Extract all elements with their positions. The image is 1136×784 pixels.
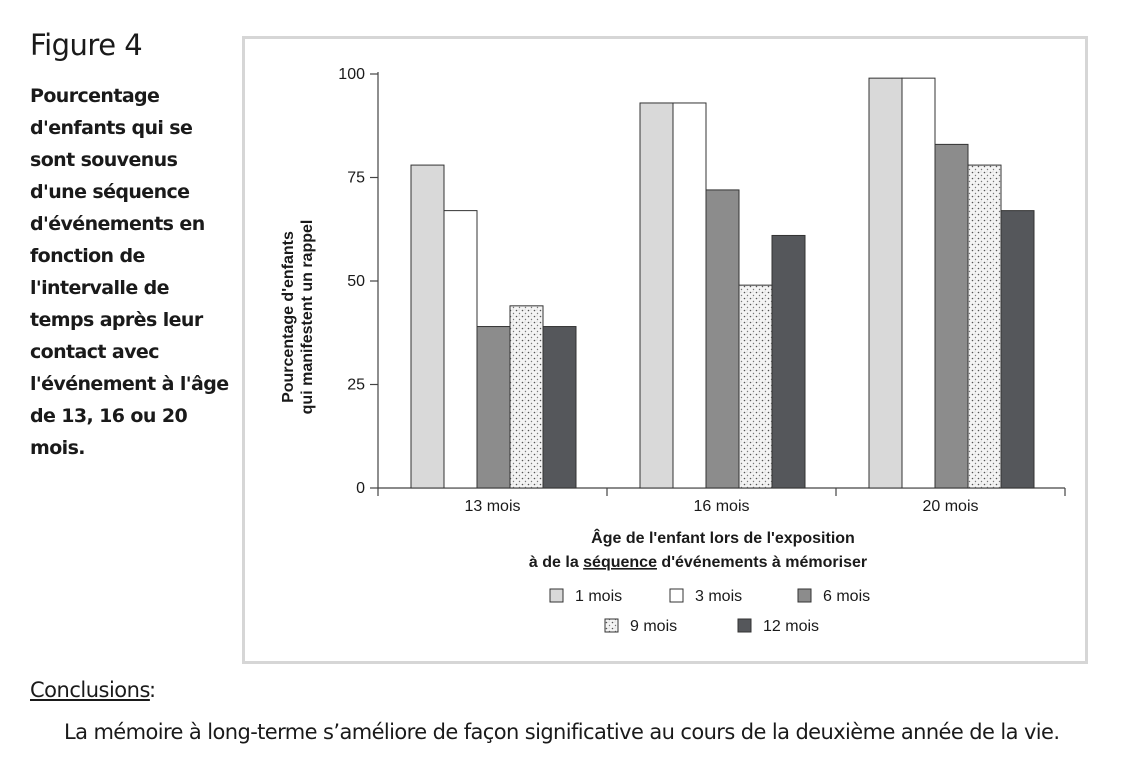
bar-9-mois-13-mois <box>509 305 544 489</box>
chart-panel: 0 25 50 75 100 13 mois 16 mois 20 mois Pourcent… <box>242 36 1088 664</box>
x-tick-label: 20 mois <box>922 498 978 515</box>
bar-1-mois-13-mois <box>410 164 445 489</box>
y-tick-label: 75 <box>347 170 365 187</box>
x-axis-label-part-before: à de la <box>529 554 583 571</box>
y-tick-label: 50 <box>347 273 365 290</box>
conclusions-label: Conclusions <box>30 678 150 702</box>
bar-9-mois-16-mois <box>738 284 773 489</box>
bar-1-mois-20-mois <box>868 77 903 489</box>
bar-12-mois-20-mois <box>1000 210 1035 489</box>
x-tick-label: 13 mois <box>464 498 520 515</box>
y-tick-label: 0 <box>356 480 365 497</box>
conclusions-colon: : <box>149 678 157 702</box>
bar-12-mois-13-mois <box>542 326 577 489</box>
legend-label-6-mois: 6 mois <box>823 588 870 605</box>
figure-title: Figure 4 <box>30 28 143 62</box>
figure-caption: Pourcentage d'enfants qui se sont souven… <box>30 85 229 459</box>
bar-3-mois-20-mois <box>901 77 936 489</box>
legend: 1 mois 3 mois 6 mois 9 mois 12 mois <box>549 588 870 635</box>
conclusions-text: La mémoire à long-terme s’améliore de fa… <box>64 720 1060 744</box>
bar-1-mois-16-mois <box>639 102 674 489</box>
y-axis-label-line2: qui manifestent un rappel <box>299 220 316 415</box>
legend-swatch-3-mois <box>669 588 684 603</box>
bar-6-mois-16-mois <box>705 189 740 489</box>
legend-swatch-6-mois <box>797 588 812 603</box>
legend-label-1-mois: 1 mois <box>575 588 622 605</box>
bar-chart: 0 25 50 75 100 13 mois 16 mois 20 mois Pourcent… <box>280 66 1066 635</box>
x-axis-label-part-after: d'événements à mémoriser <box>657 554 867 571</box>
bar-6-mois-20-mois <box>934 143 969 489</box>
bar-6-mois-13-mois <box>476 326 511 489</box>
x-axis-label-line1: Âge de l'enfant lors de l'exposition <box>591 528 855 547</box>
legend-label-9-mois: 9 mois <box>630 618 677 635</box>
bar-9-mois-20-mois <box>967 164 1002 489</box>
bar-12-mois-16-mois <box>771 234 806 489</box>
bar-3-mois-16-mois <box>672 102 707 489</box>
y-axis-label-line1: Pourcentage d'enfants <box>280 231 297 403</box>
x-axis-label-line2: à de la séquence d'événements à mémorise… <box>529 554 867 571</box>
bar-3-mois-13-mois <box>443 210 478 489</box>
legend-label-12-mois: 12 mois <box>763 618 819 635</box>
x-tick-label: 16 mois <box>693 498 749 515</box>
legend-swatch-12-mois <box>737 618 752 633</box>
legend-swatch-9-mois <box>604 618 619 633</box>
x-axis-label-part-underlined: séquence <box>583 554 657 571</box>
y-tick-label: 100 <box>338 66 365 83</box>
y-tick-label: 25 <box>347 377 365 394</box>
legend-label-3-mois: 3 mois <box>695 588 742 605</box>
legend-swatch-1-mois <box>549 588 564 603</box>
